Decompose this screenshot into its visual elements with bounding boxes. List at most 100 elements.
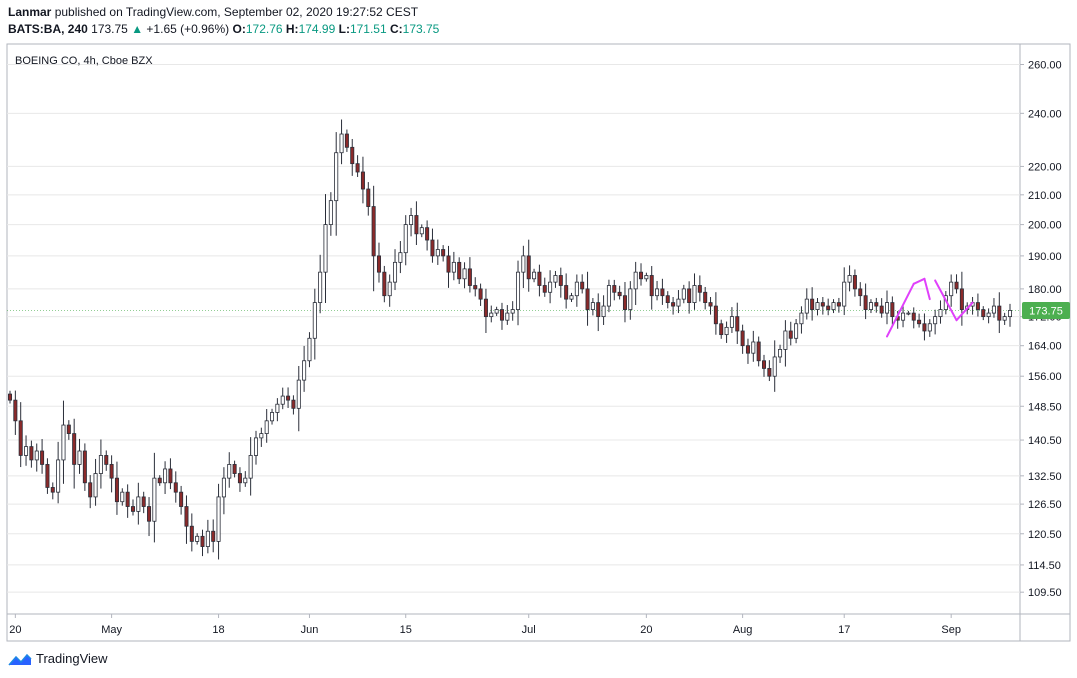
candle [323,194,328,304]
candle-body [564,285,569,300]
candle [628,281,633,320]
publish-info: Lanmar published on TradingView.com, Sep… [8,5,418,19]
candle [419,224,424,238]
candle-body [109,464,114,479]
candle-body [232,464,237,474]
candle [334,132,339,236]
author-name[interactable]: Lanmar [8,5,52,19]
candle [98,439,103,489]
candle [179,485,184,515]
candle [355,155,360,177]
candle-body [13,399,18,422]
candle-body [302,360,307,381]
candle-body [376,255,381,273]
candle [168,458,173,490]
candles [7,119,1013,560]
y-tick-label: 120.50 [1028,529,1062,541]
candle [82,443,87,491]
candle [227,452,232,488]
candle-body [425,227,430,241]
candle [868,299,873,314]
candle-body [778,349,783,358]
candle [61,400,66,484]
candle-body [692,285,697,303]
candle [756,336,761,367]
candle-body [259,433,264,439]
price-chart[interactable]: 260.00 240.00 220.00 210.00 200.00 190.00 180.… [0,0,1077,645]
low-value: 171.51 [349,22,387,36]
candle-body [687,288,692,303]
low-label: L: [338,22,350,36]
price-axis[interactable]: 260.00 240.00 220.00 210.00 200.00 190.00 180.… [1020,59,1062,599]
candle [644,272,649,282]
candle-body [997,305,1002,321]
candle-body [227,464,232,479]
candle-body [949,281,954,297]
candle [804,288,809,320]
candle [729,307,734,333]
candle-body [130,506,135,512]
trend-drawings [886,277,974,338]
candle [494,306,499,316]
candle [745,338,750,364]
candle-body [18,420,23,456]
tradingview-brand[interactable]: TradingView [8,651,108,666]
candle [462,262,467,289]
candle [157,475,162,486]
candle [831,299,836,314]
candle-body [34,450,39,461]
candle [933,309,938,335]
candle [799,306,804,334]
candle-body [339,133,344,154]
y-tick-label: 180.00 [1028,284,1062,296]
candle [446,245,451,288]
candle [526,239,531,292]
last-price-tag: 173.75 [1022,301,1070,319]
candle-body [387,281,392,297]
candle [826,298,831,316]
candle-body [435,249,440,257]
candle [542,277,547,297]
candle-body [574,281,579,297]
candle [221,467,226,515]
candle-body [318,271,323,303]
candle-body [847,275,852,283]
candle [852,269,857,297]
candle-body [719,323,724,336]
candle [783,320,788,367]
last-price-label: 173.75 [1029,305,1063,317]
candle-body [569,295,574,300]
candle [671,297,676,315]
candle-body [179,491,184,507]
candle [109,455,114,493]
candle-body [483,298,488,318]
candle [836,297,841,313]
candle [981,306,986,321]
candle-body [29,446,34,461]
symbol-legend: BATS:BA, 240 173.75 ▲ +1.65 (+0.96%) O:1… [8,22,439,36]
y-tick-label: 156.00 [1028,371,1062,383]
candle-body [248,455,253,479]
candle-body [836,302,841,307]
candle [18,402,23,468]
candle-body [7,393,13,401]
candle-body [863,295,868,310]
candle [457,257,462,285]
candle-body [981,309,986,318]
candle-body [553,275,558,283]
candle-body [163,468,168,484]
candle-body [296,379,301,409]
time-axis[interactable]: 20 May 18 Jun 15 Jul 20 Aug 17 Sep [9,614,961,636]
y-tick-label: 210.00 [1028,190,1062,202]
candle-body [655,288,660,297]
candle-body [660,288,665,297]
candle-body [243,477,248,484]
candle [874,297,879,313]
candle [660,278,665,305]
candle-body [264,420,269,434]
candle-body [617,291,622,297]
candle-body [596,302,601,318]
candle [393,249,398,291]
candle-body [147,506,152,522]
candle-body [280,395,285,405]
